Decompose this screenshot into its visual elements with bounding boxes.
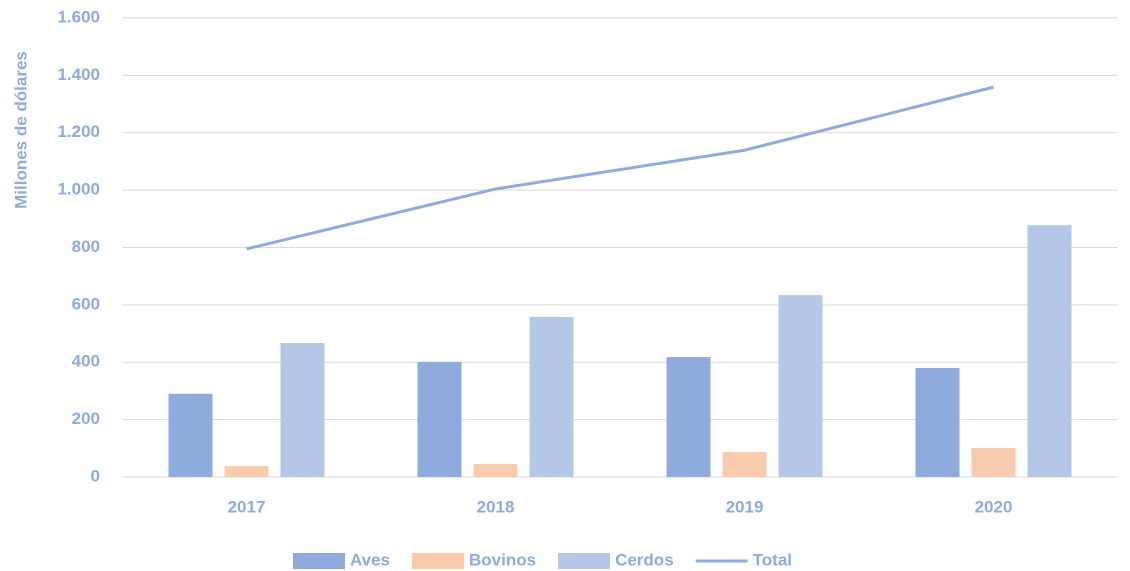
bar bbox=[971, 448, 1016, 477]
y-tick-label: 200 bbox=[72, 409, 100, 428]
y-axis-label: Millones de dólares bbox=[11, 51, 30, 209]
legend-swatch bbox=[412, 553, 465, 569]
legend-label: Cerdos bbox=[615, 550, 674, 569]
y-tick-label: 600 bbox=[72, 294, 100, 313]
bar bbox=[168, 393, 213, 477]
bar bbox=[915, 367, 960, 477]
legend-swatch bbox=[558, 553, 611, 569]
x-tick-label: 2020 bbox=[975, 497, 1013, 516]
bar bbox=[666, 357, 711, 477]
bar bbox=[529, 316, 574, 477]
y-tick-label: 1.000 bbox=[57, 180, 100, 199]
bar bbox=[473, 464, 518, 477]
legend-swatch bbox=[293, 553, 345, 569]
legend-label: Aves bbox=[350, 550, 390, 569]
x-tick-label: 2019 bbox=[726, 497, 764, 516]
legend-label: Bovinos bbox=[469, 550, 536, 569]
bar bbox=[280, 343, 325, 477]
x-tick-label: 2017 bbox=[228, 497, 266, 516]
bar bbox=[417, 361, 462, 477]
bar bbox=[778, 295, 823, 477]
y-tick-label: 800 bbox=[72, 237, 100, 256]
y-tick-label: 0 bbox=[91, 466, 100, 485]
y-tick-label: 1.400 bbox=[57, 65, 100, 84]
y-tick-label: 1.600 bbox=[57, 7, 100, 26]
bar bbox=[722, 452, 767, 477]
y-tick-label: 400 bbox=[72, 352, 100, 371]
legend-label: Total bbox=[753, 550, 792, 569]
bar bbox=[1027, 225, 1072, 477]
bar bbox=[224, 466, 269, 477]
x-tick-label: 2018 bbox=[477, 497, 515, 516]
line bbox=[246, 85, 994, 251]
y-tick-label: 1.200 bbox=[57, 122, 100, 141]
